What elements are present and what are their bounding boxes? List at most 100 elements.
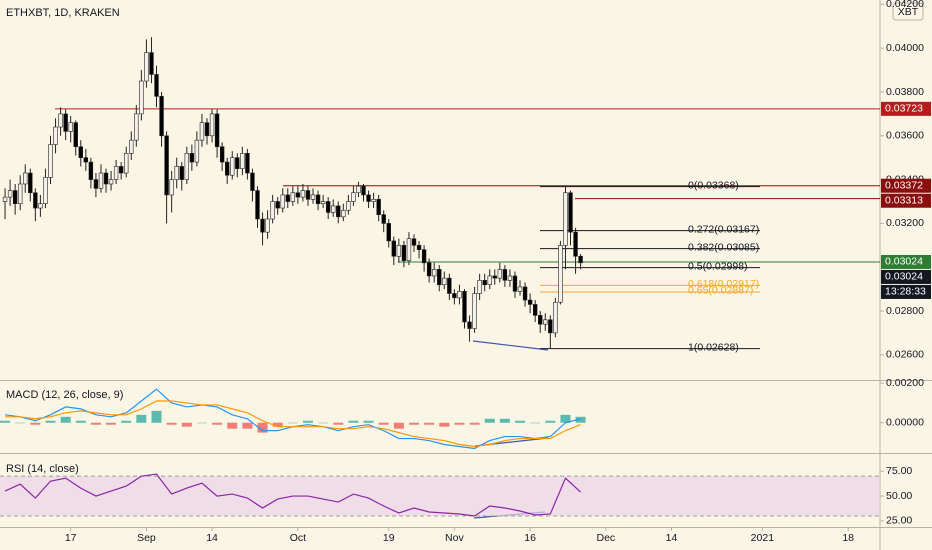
macd-histogram-bar [560,414,571,423]
macd-histogram-bar [333,422,344,425]
candle-body [240,153,245,169]
candle-body [204,122,210,137]
indicator-line [4,473,582,517]
macd-histogram-bar [106,422,117,425]
candle-body [532,304,538,316]
x-tick-label: 14 [666,532,678,544]
candle-body [507,275,513,281]
macd-histogram-bar [545,420,556,423]
macd-histogram-bar [348,420,359,423]
y-tick-label: 0.00200 [886,377,924,389]
macd-histogram-bar [363,420,374,423]
candle-body [118,166,124,174]
candle-body [260,218,265,233]
candle-body [2,196,8,202]
x-tick-label: 19 [383,532,395,544]
y-tick-label: 0.02800 [886,305,924,317]
macd-histogram-bar [0,420,11,423]
candle-body [325,201,331,213]
candle-body [199,122,205,141]
candle-body [431,269,437,277]
candle-body [270,201,275,220]
macd-histogram-bar [196,422,207,424]
price-label: 0.03024 [885,256,923,268]
candle-body [159,96,164,137]
candle-body [33,192,38,209]
candle-body [134,113,139,141]
candle-body [280,194,285,209]
candle-body [295,192,301,198]
macd-histogram-bar [424,422,435,425]
candle-body [245,153,250,174]
candle-body [224,161,230,176]
y-tick-label: 0.03600 [886,130,924,142]
candle-body [189,153,195,163]
candle-body [73,122,78,148]
y-tick-label: 0.02600 [886,349,924,361]
candle-body [517,286,523,292]
candle-body [411,238,417,246]
candle-body [184,153,190,180]
fib-label: 0.5(0.02998) [688,260,748,272]
candle-body [103,172,109,185]
macd-histogram-bar [60,416,71,423]
macd-histogram-bar [393,422,404,429]
macd-histogram-bar [530,422,541,424]
y-tick-label: 50.00 [886,490,912,502]
x-tick-label: 2021 [751,532,775,544]
candle-body [88,161,94,180]
candle-body [108,179,114,185]
candle-body [351,192,356,202]
macd-histogram-bar [302,420,313,423]
candle-body [7,190,13,198]
candle-body [462,290,467,323]
candle-body [124,153,129,174]
rsi-band [0,476,880,516]
macd-histogram-bar [499,418,510,423]
candle-body [113,166,119,180]
candle-body [391,240,397,257]
macd-histogram-bar [121,420,132,423]
candle-body [174,166,179,180]
macd-histogram-bar [166,422,177,425]
candle-body [421,249,427,264]
candle-body [568,192,573,233]
candle-body [83,157,89,163]
currency-badge-label[interactable]: XBT [898,6,919,18]
candle-body [78,146,83,158]
price-label-box [881,178,931,193]
candle-body [406,238,412,261]
currency-badge[interactable] [892,2,924,21]
candle-body [543,319,548,325]
candle-body [129,139,134,154]
x-tick-label: 17 [65,532,77,544]
x-tick-label: Oct [290,532,306,544]
divergence-line [472,340,549,351]
macd-histogram-bar [484,418,495,423]
candle-body [467,321,472,329]
candle-body [290,192,296,202]
fib-label: 0.618(0.02917) [688,278,759,290]
candle-body [58,113,63,128]
x-tick-label: Sep [137,532,156,544]
candle-body [12,190,18,204]
candle-body [310,194,316,200]
candle-body [48,144,53,178]
price-label-box [881,254,931,269]
candle-body [68,122,73,132]
candle-body [63,113,68,132]
x-tick-label: 16 [524,532,536,544]
candle-body [472,293,477,329]
y-tick-label: 75.00 [886,465,912,477]
price-label: 0.03723 [885,103,923,115]
macd-histogram-bar [454,422,465,425]
macd-histogram-bar [469,422,480,425]
macd-histogram-bar [318,422,329,424]
candle-body [442,277,447,286]
fib-label: 0(0.03368) [688,179,739,191]
candle-body [527,299,533,305]
chart-title: ETHXBT, 1D, KRAKEN [6,7,120,19]
candle-body [331,205,336,213]
x-tick-label: Nov [445,532,464,544]
